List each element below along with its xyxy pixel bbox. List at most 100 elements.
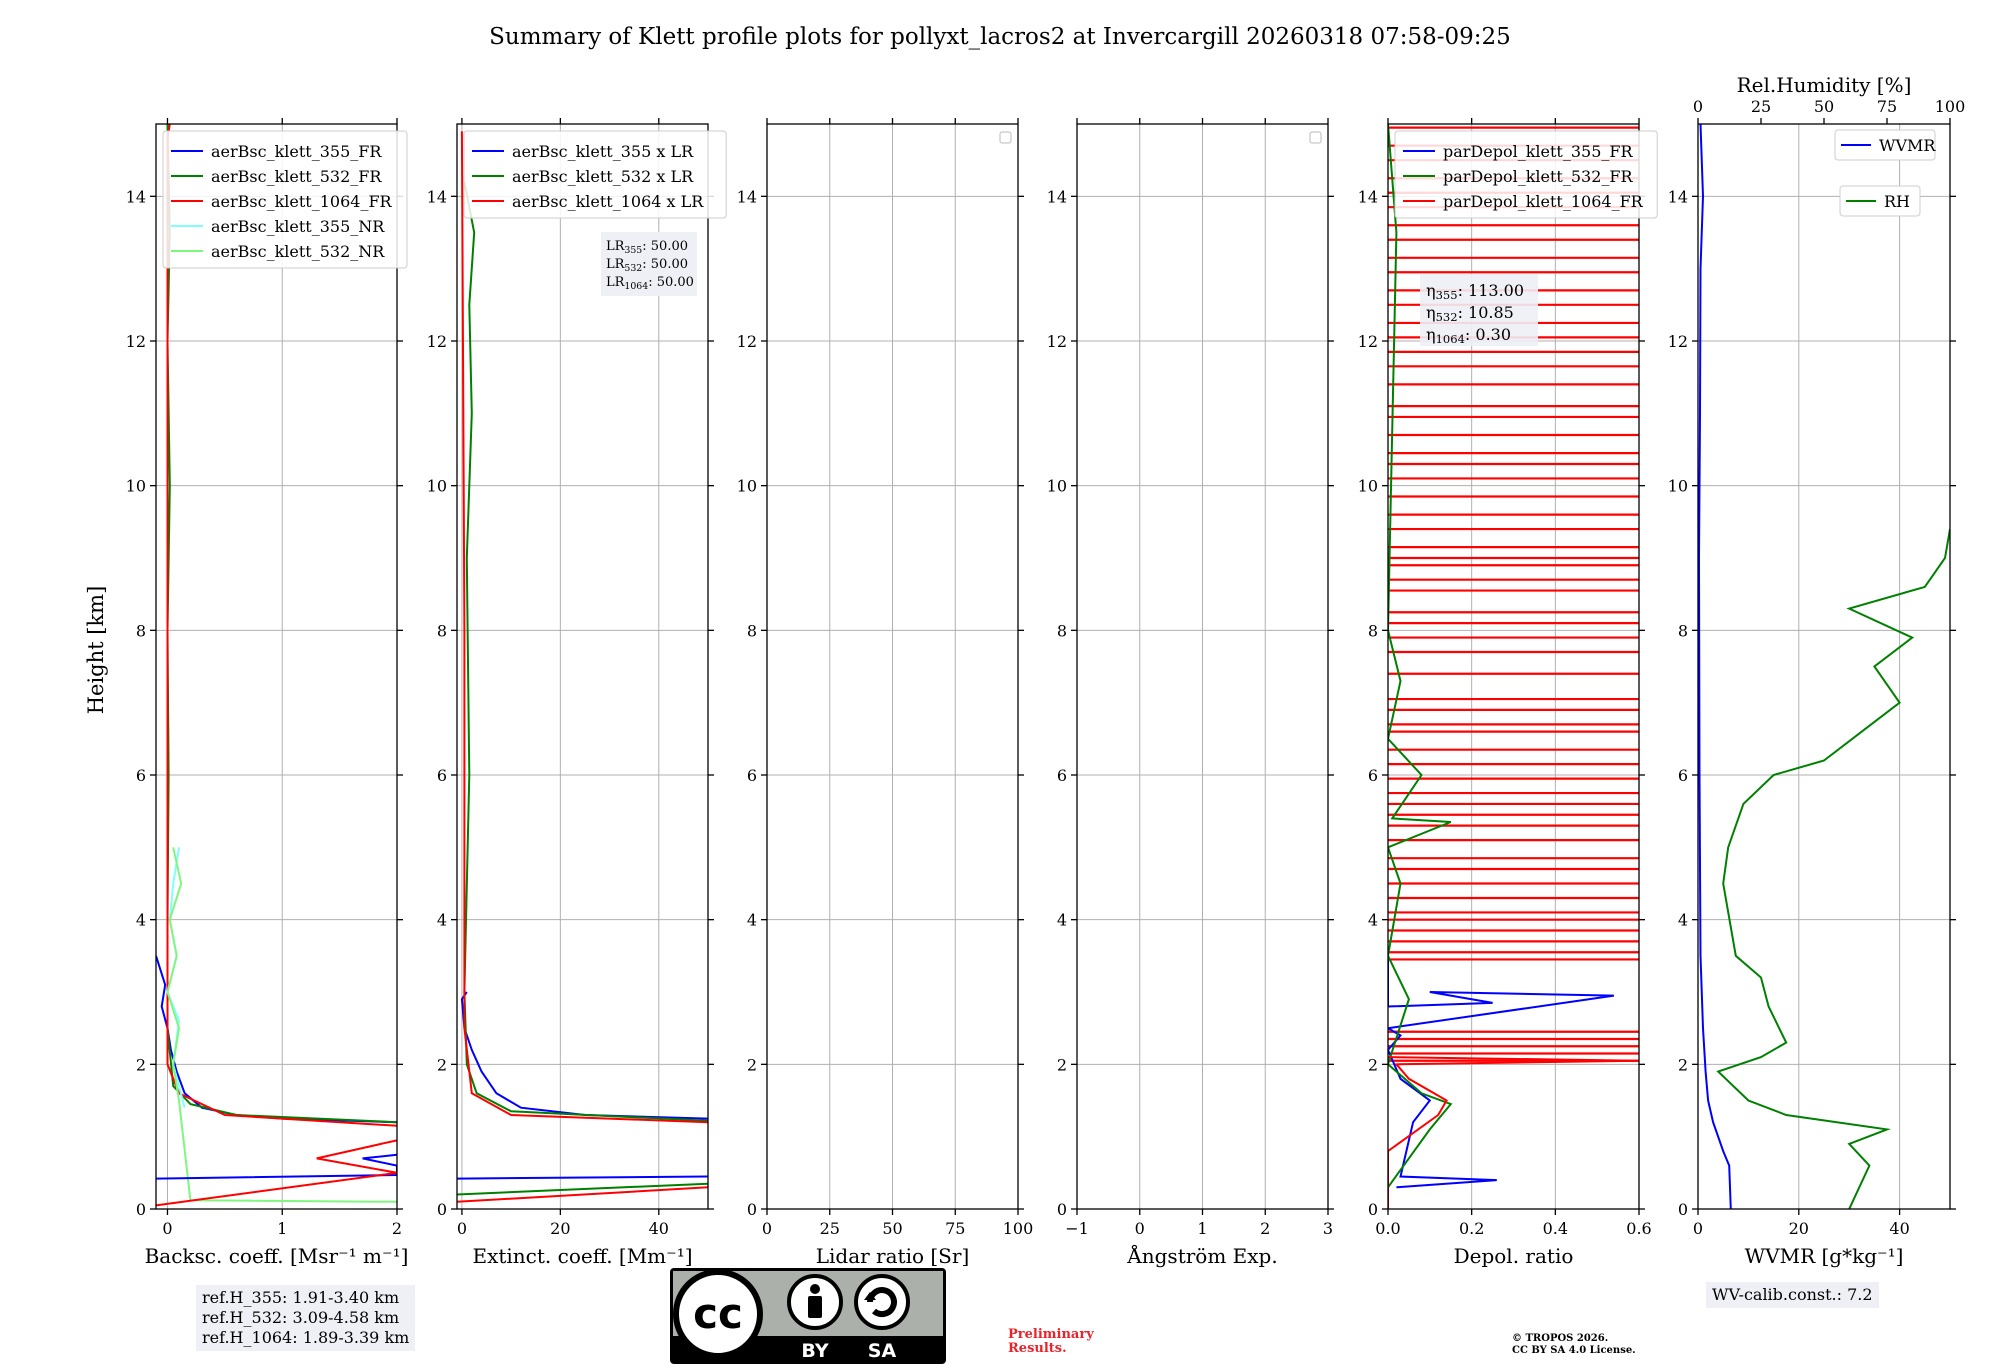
legend-frame	[162, 130, 408, 269]
series-group	[156, 124, 397, 1207]
y-tick-label: 4	[437, 911, 447, 930]
x-tick-label: 1	[277, 1219, 287, 1238]
panel-ext: 0 2 4 6 8 10 12 14 0 20 40 Extinct. coeff. [Mm⁻¹] ae…	[427, 118, 727, 1268]
legend-label: aerBsc_klett_532 x LR	[512, 167, 694, 186]
sa-label: SA	[868, 1340, 897, 1362]
y-tick-label: 12	[427, 332, 447, 351]
top-axis-label: Rel.Humidity [%]	[1737, 73, 1912, 97]
series-group	[1698, 124, 1950, 1209]
y-tick-label: 4	[1368, 911, 1378, 930]
legend-label: RH	[1884, 192, 1910, 211]
x-tick-label: 40	[649, 1219, 669, 1238]
y-tick-label: 14	[1358, 187, 1378, 206]
y-tick-label: 2	[1368, 1055, 1378, 1074]
legend-frame	[1394, 130, 1658, 219]
legend-label: parDepol_klett_532_FR	[1443, 167, 1634, 186]
eta-note: η532: 10.85	[1426, 303, 1514, 324]
annotation-bg	[1420, 274, 1538, 346]
x-tick-label: 1	[1197, 1219, 1207, 1238]
x-tick-label: 20	[1789, 1219, 1809, 1238]
y-tick-label: 6	[1678, 766, 1688, 785]
legend-label: aerBsc_klett_355_NR	[211, 217, 385, 236]
panel-frame	[1387, 123, 1640, 1210]
y-tick-label: 10	[737, 477, 757, 496]
share-alike-arrow	[864, 1292, 876, 1300]
y-tick-label: 0	[1368, 1200, 1378, 1219]
legend-label: aerBsc_klett_1064_FR	[211, 192, 393, 211]
x-tick-label: 0.6	[1626, 1219, 1651, 1238]
y-tick-label: 0	[136, 1200, 146, 1219]
share-alike-arc	[867, 1287, 897, 1318]
legend-label: WVMR	[1879, 136, 1936, 155]
top-x-tick-label: 75	[1877, 97, 1897, 116]
series-line-aerbsc-klett-355-fr	[156, 955, 397, 1124]
ref-height-1064: ref.H_1064: 1.89-3.39 km	[202, 1328, 410, 1347]
y-tick-label: 2	[1678, 1055, 1688, 1074]
series-line-pardepol-klett-1064-fr	[1388, 1056, 1639, 1209]
copyright-notice: © TROPOS 2026. CC BY SA 4.0 License.	[1512, 1333, 1636, 1357]
x-tick-label: 0	[457, 1219, 467, 1238]
y-tick-label: 14	[1668, 187, 1688, 206]
legend-frame	[1834, 129, 1936, 161]
x-tick-label: 3	[1323, 1219, 1333, 1238]
y-tick-label: 8	[1057, 621, 1067, 640]
legend-label: parDepol_klett_355_FR	[1443, 142, 1634, 161]
x-axis-label: Depol. ratio	[1454, 1244, 1574, 1268]
legend-label: aerBsc_klett_532_NR	[211, 242, 385, 261]
series-line-aerbsc-klett-1064-x-lr	[460, 131, 708, 1124]
y-tick-label: 14	[737, 187, 757, 206]
y-tick-label: 2	[1057, 1055, 1067, 1074]
empty-legend	[1309, 131, 1322, 144]
y-tick-label: 8	[136, 621, 146, 640]
wv-calibration-box: WV-calib.const.: 7.2	[1706, 1282, 1879, 1308]
lidar-ratio-note: LR532: 50.00	[606, 257, 688, 274]
y-tick-label: 14	[427, 187, 447, 206]
copyright-line-2: CC BY SA 4.0 License.	[1512, 1345, 1636, 1356]
x-tick-label: 75	[945, 1219, 965, 1238]
x-tick-label: 25	[820, 1219, 840, 1238]
y-tick-label: 10	[1668, 477, 1688, 496]
x-tick-label: 2	[1260, 1219, 1270, 1238]
legend-box: aerBsc_klett_355 x LR aerBsc_klett_532 x …	[463, 130, 727, 219]
preliminary-notice: Preliminary Results.	[1008, 1328, 1094, 1356]
y-tick-label: 12	[1358, 332, 1378, 351]
y-tick-label: 6	[136, 766, 146, 785]
panel-lr: 0 2 4 6 8 10 12 14 0 25 50 75 100 Lidar ratio [Sr]	[737, 118, 1034, 1268]
preliminary-line-2: Results.	[1008, 1341, 1067, 1356]
top-x-tick-label: 100	[1935, 97, 1966, 116]
y-tick-label: 6	[747, 766, 757, 785]
preliminary-line-1: Preliminary	[1008, 1327, 1094, 1342]
y-tick-label: 2	[437, 1055, 447, 1074]
ref-height-355: ref.H_355: 1.91-3.40 km	[202, 1288, 400, 1307]
y-tick-label: 8	[747, 621, 757, 640]
legend-box: parDepol_klett_355_FR parDepol_klett_532_…	[1394, 130, 1658, 219]
y-tick-label: 0	[437, 1200, 447, 1219]
series-line-aerbsc-klett-532-x-lr	[463, 181, 708, 1122]
x-tick-label: 100	[1003, 1219, 1034, 1238]
figure-title: Summary of Klett profile plots for polly…	[489, 24, 1511, 50]
x-tick-label: 0.2	[1459, 1219, 1484, 1238]
legend-box: aerBsc_klett_355_FR aerBsc_klett_532_FRae…	[162, 130, 408, 269]
empty-legend	[999, 131, 1012, 144]
y-tick-label: 0	[1678, 1200, 1688, 1219]
x-tick-label: 0	[1693, 1219, 1703, 1238]
y-tick-label: 2	[747, 1055, 757, 1074]
ref-height-532: ref.H_532: 3.09-4.58 km	[202, 1308, 400, 1327]
x-axis-label: WVMR [g*kg⁻¹]	[1745, 1244, 1904, 1268]
series-line-aerbsc-klett-355-x-lr	[460, 991, 708, 1120]
legend-frame	[1839, 185, 1921, 217]
y-tick-label: 0	[747, 1200, 757, 1219]
panel-frame	[1697, 123, 1951, 1210]
series-line-low-level-532	[457, 1182, 708, 1196]
cc-by-sa-logo: cc BY SA	[670, 1268, 946, 1364]
copyright-line-1: © TROPOS 2026.	[1512, 1333, 1609, 1344]
y-tick-label: 14	[1047, 187, 1067, 206]
series-line-low-level-1064	[457, 1186, 708, 1203]
x-tick-label: 0	[762, 1219, 772, 1238]
x-tick-label: 0	[1135, 1219, 1145, 1238]
series-line-aerbsc-klett-532-nr	[166, 847, 397, 1203]
y-tick-label: 4	[1678, 911, 1688, 930]
y-tick-label: 6	[1368, 766, 1378, 785]
